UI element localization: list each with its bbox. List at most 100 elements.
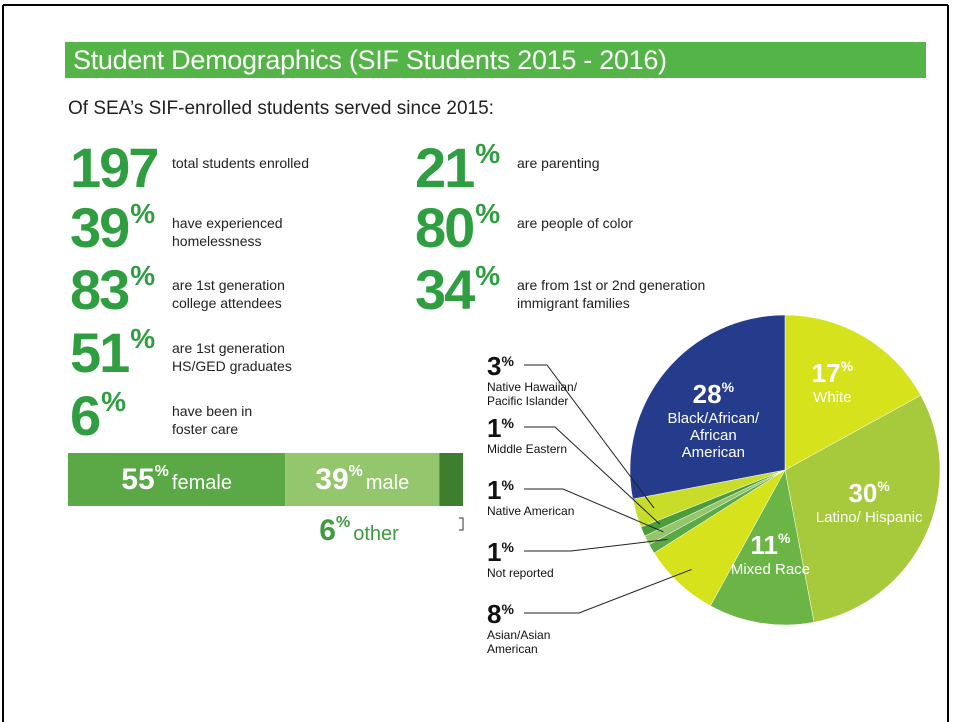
pie-category: Latino/ Hispanic [815,508,923,526]
pie-category: Middle Eastern [487,442,568,456]
stat-figure: 83% [70,262,172,318]
pie-value: 30 [848,477,878,508]
stat-unit: % [475,138,501,169]
stat-number: 21 [415,136,475,199]
bar-segment [439,453,463,506]
callout-value: 1% [487,477,617,504]
pie-label: 28% Black/African/ African American [648,379,778,461]
bar-segment [285,453,440,506]
pie-category: White [813,388,852,406]
stat-label: are 1st generation HS/GED graduates [172,340,292,374]
callout-value: 8% [487,601,617,628]
stat-unit: % [101,386,127,417]
pie-value: 28 [692,378,722,409]
stat-unit: % [130,323,156,354]
stat-label: are parenting [517,155,600,171]
stat: 80% are people of color [415,200,717,256]
pie-label: 17% White [767,358,897,406]
stat-label: have been in foster care [172,403,253,437]
pie-value: 1 [487,537,502,567]
pie-category: Mixed Race [730,560,811,578]
bar-label: 6%other [319,514,399,548]
callout-label: 1% Not reported [487,539,617,580]
callout-label: 8% Asian/Asian American [487,601,617,656]
stat: 34% are from 1st or 2nd generation immigr… [415,262,717,318]
callout-label: 1% Middle Eastern [487,415,617,456]
callout-label: 3% Native Hawaiian/ Pacific Islander [487,353,617,408]
bar-unit: % [335,514,351,531]
pie-label-value: 11% [705,530,835,561]
bar-name: other [353,523,399,545]
bar-name: female [171,472,232,494]
pie-unit: % [501,353,514,369]
stat-label: have experienced homelessness [172,215,283,249]
stat-label: total students enrolled [172,155,309,171]
pie-unit: % [877,477,890,494]
stat-number: 197 [70,136,159,199]
stat: 6% have been in foster care [70,388,282,444]
stat-figure: 197 [70,140,172,196]
stat-number: 6 [70,384,101,447]
pie-label-value: 30% [804,478,934,509]
stat-label: are from 1st or 2nd generation immigrant… [517,277,706,311]
stat-unit: % [130,260,156,291]
bar-value: 55 [121,463,155,496]
pie-unit: % [777,529,791,546]
stat-figure: 34% [415,262,517,318]
pie-value: 11 [750,529,778,560]
stat-figure: 39% [70,200,172,256]
pie-slice [784,314,922,471]
pie-category: Native Hawaiian/ Pacific Islander [487,380,578,408]
pie-value: 8 [487,599,502,629]
pie-category: Not reported [487,566,554,580]
bar-value: 39 [315,463,349,496]
pie-value: 1 [487,413,502,443]
pie-unit: % [501,477,514,493]
stat-number: 39 [70,196,130,259]
pie-slice [629,314,786,500]
pie-value: 17 [811,357,841,388]
bar-value: 6 [319,514,336,547]
stat-figure: 6% [70,388,172,444]
stat-figure: 21% [415,140,517,196]
leader-line [524,426,661,525]
bracket [459,517,464,531]
pie-category: Asian/Asian American [487,628,551,656]
stat: 39% have experienced homelessness [70,200,292,256]
pie-unit: % [501,601,514,617]
pie-label-value: 28% [648,379,778,410]
callout-value: 1% [487,415,617,442]
stat-label: are people of color [517,215,633,231]
pie-label: 30% Latino/ Hispanic [804,478,934,526]
pie-value: 3 [487,351,502,381]
pie-label: 11% Mixed Race [705,530,835,578]
stat-unit: % [475,260,501,291]
pie-unit: % [840,357,854,374]
stat: 197 total students enrolled [70,140,347,196]
stat: 21% are parenting [415,140,717,196]
title: Student Demographics (SIF Students 2015 … [65,42,926,78]
bar-label: 39%male [315,463,409,497]
bar-unit: % [154,463,169,480]
stat-number: 34 [415,258,475,321]
stat-figure: 51% [70,325,172,381]
bar-name: male [365,472,410,494]
stat: 83% are 1st generation college attendees [70,262,302,318]
stat-label: are 1st generation college attendees [172,277,285,311]
leader-line [524,364,655,509]
leader-line [524,568,692,614]
pie-unit: % [501,539,514,555]
pie-slice [784,394,941,623]
bar-label: 55%female [121,463,232,497]
bar-segment [68,453,286,506]
stat-number: 80 [415,196,475,259]
pie-unit: % [501,415,514,431]
stat-number: 83 [70,258,130,321]
callout-value: 1% [487,539,617,566]
stat: 51% are 1st generation HS/GED graduates [70,325,302,381]
pie-value: 1 [487,475,502,505]
callout-value: 3% [487,353,617,380]
